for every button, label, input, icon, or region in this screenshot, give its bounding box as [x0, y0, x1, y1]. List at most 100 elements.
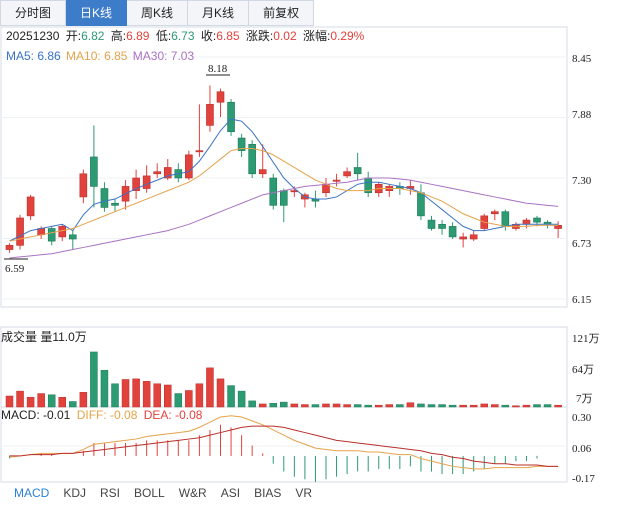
- candle-body: [258, 169, 267, 175]
- volume-bar: [332, 403, 341, 408]
- price-tick: 7.30: [572, 175, 592, 187]
- price-panel-frame: [0, 26, 568, 308]
- candle-body: [216, 91, 225, 103]
- candle-body: [343, 171, 351, 177]
- indicator-tab-5[interactable]: ASI: [220, 486, 241, 500]
- indicator-tabs: MACD KDJ RSI BOLL W&R ASI BIAS VR: [14, 486, 326, 500]
- close-value: 6.85: [216, 29, 240, 43]
- volume-bar: [406, 402, 415, 408]
- volume-bar: [26, 396, 35, 408]
- candle-body: [237, 137, 246, 151]
- dea-line: [9, 425, 559, 467]
- volume-bar: [280, 401, 288, 408]
- tab-3[interactable]: 月K线: [188, 0, 250, 26]
- volume-bar: [79, 392, 88, 408]
- candle-body: [16, 217, 24, 246]
- volume-bar: [58, 396, 66, 408]
- candle-body: [279, 190, 288, 206]
- moving-average-lines: [9, 118, 559, 259]
- indicator-tab-3[interactable]: BOLL: [134, 486, 165, 500]
- quote-info-line: 20251230 开:6.82 高:6.89 低:6.73 收:6.85 涨跌:…: [6, 28, 365, 43]
- high-annotation: 8.18: [208, 63, 228, 75]
- candle-body: [90, 156, 98, 187]
- candle-body: [69, 234, 77, 240]
- volume-bar: [543, 404, 552, 408]
- indicator-tab-6[interactable]: BIAS: [254, 486, 282, 500]
- volume-bar: [522, 404, 531, 408]
- price-tick: 6.15: [572, 294, 592, 306]
- volume-bar: [448, 404, 457, 408]
- low-annotation: 6.59: [5, 263, 25, 275]
- volume-bar: [353, 404, 362, 408]
- indicator-tab-1[interactable]: KDJ: [63, 486, 87, 500]
- open-label: 开:: [66, 29, 81, 43]
- high-label: 高:: [111, 28, 126, 43]
- candle-body: [100, 188, 109, 208]
- volume-bar: [533, 404, 541, 408]
- change-value: 0.02: [273, 29, 297, 43]
- ma5-legend: MA5: 6.86: [6, 49, 61, 63]
- tab-1[interactable]: 日K线: [66, 0, 128, 26]
- volume-tick: 64万: [572, 364, 594, 376]
- volume-tick: 7万: [576, 393, 593, 405]
- candle-body: [269, 177, 278, 206]
- volume-bar: [100, 370, 109, 408]
- volume-bar: [69, 401, 77, 408]
- period-tabs: 分时图 日K线 周K线 月K线 前复权: [0, 0, 315, 26]
- candle-body: [58, 226, 67, 238]
- dea-value: DEA: -0.08: [144, 408, 203, 422]
- candle-body: [469, 234, 478, 240]
- candle-body: [195, 150, 204, 153]
- candle-body: [227, 101, 235, 133]
- candle-body: [185, 154, 193, 179]
- candlesticks: [5, 85, 562, 253]
- indicator-tab-7[interactable]: VR: [295, 486, 313, 500]
- volume-bar: [111, 383, 119, 408]
- volume-bar: [469, 404, 478, 408]
- close-label: 收:: [201, 29, 216, 43]
- volume-title: 成交量 量11.0万: [1, 329, 87, 344]
- volume-bar: [16, 390, 24, 408]
- volume-bar: [132, 378, 140, 408]
- candle-body: [522, 219, 531, 225]
- candle-body: [79, 173, 88, 198]
- indicator-tab-4[interactable]: W&R: [178, 486, 207, 500]
- low-value: 6.73: [171, 29, 195, 43]
- volume-bar: [480, 403, 488, 408]
- candle-body: [417, 192, 425, 217]
- candle-body: [142, 175, 151, 189]
- volume-bar: [269, 403, 277, 408]
- candle-body: [533, 217, 541, 223]
- volume-bar: [185, 390, 193, 408]
- volume-bar: [375, 404, 383, 408]
- volume-bar: [5, 395, 14, 408]
- low-label: 低:: [156, 29, 171, 43]
- volume-bar: [164, 384, 172, 408]
- price-tick: 7.88: [572, 109, 592, 121]
- volume-bar: [237, 390, 246, 408]
- ma5-line: [9, 118, 559, 242]
- tab-4[interactable]: 前复权: [249, 0, 315, 26]
- volume-bar: [142, 381, 151, 408]
- volume-bar: [174, 393, 183, 408]
- tab-2[interactable]: 周K线: [127, 0, 189, 26]
- volume-bar: [491, 404, 499, 408]
- volume-bar: [322, 403, 330, 408]
- volume-bar: [206, 367, 214, 408]
- candle-body: [132, 177, 140, 191]
- candle-body: [47, 228, 56, 242]
- candle-body: [153, 171, 161, 175]
- tab-0[interactable]: 分时图: [0, 0, 67, 26]
- volume-bar: [227, 385, 235, 408]
- candle-body: [501, 211, 510, 227]
- open-value: 6.82: [81, 29, 105, 43]
- percent-value: 0.29%: [330, 29, 364, 43]
- indicator-tab-2[interactable]: RSI: [100, 486, 121, 500]
- diff-value: DIFF: -0.08: [77, 408, 138, 422]
- candle-body: [163, 167, 172, 179]
- indicator-tab-0[interactable]: MACD: [14, 486, 50, 500]
- volume-bar: [417, 403, 425, 408]
- volume-bar: [427, 404, 436, 408]
- candle-body: [459, 236, 467, 240]
